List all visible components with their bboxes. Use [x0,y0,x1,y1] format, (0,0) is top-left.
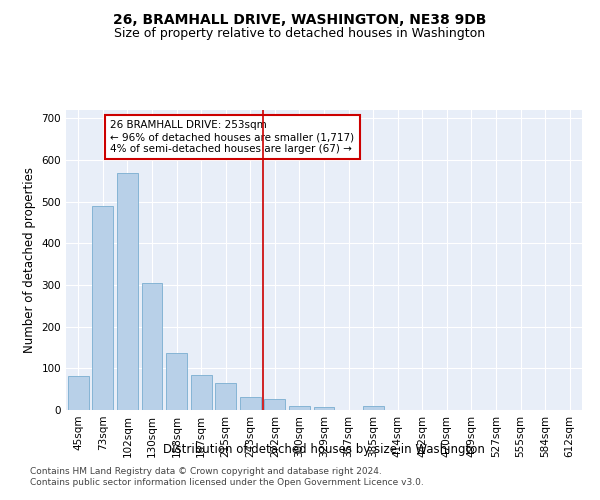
Bar [117,172,138,410]
Bar [240,396,261,410]
Bar [362,406,383,410]
Bar [314,407,334,410]
Bar [166,353,187,410]
Bar [265,399,286,410]
Y-axis label: Number of detached properties: Number of detached properties [23,167,36,353]
Bar [191,374,212,410]
Text: Distribution of detached houses by size in Washington: Distribution of detached houses by size … [163,442,485,456]
Text: Contains HM Land Registry data © Crown copyright and database right 2024.: Contains HM Land Registry data © Crown c… [30,467,382,476]
Text: Contains public sector information licensed under the Open Government Licence v3: Contains public sector information licen… [30,478,424,487]
Bar [142,283,163,410]
Text: Size of property relative to detached houses in Washington: Size of property relative to detached ho… [115,28,485,40]
Bar [68,376,89,410]
Text: 26, BRAMHALL DRIVE, WASHINGTON, NE38 9DB: 26, BRAMHALL DRIVE, WASHINGTON, NE38 9DB [113,12,487,26]
Bar [215,383,236,410]
Bar [289,406,310,410]
Bar [92,206,113,410]
Text: 26 BRAMHALL DRIVE: 253sqm
← 96% of detached houses are smaller (1,717)
4% of sem: 26 BRAMHALL DRIVE: 253sqm ← 96% of detac… [110,120,355,154]
